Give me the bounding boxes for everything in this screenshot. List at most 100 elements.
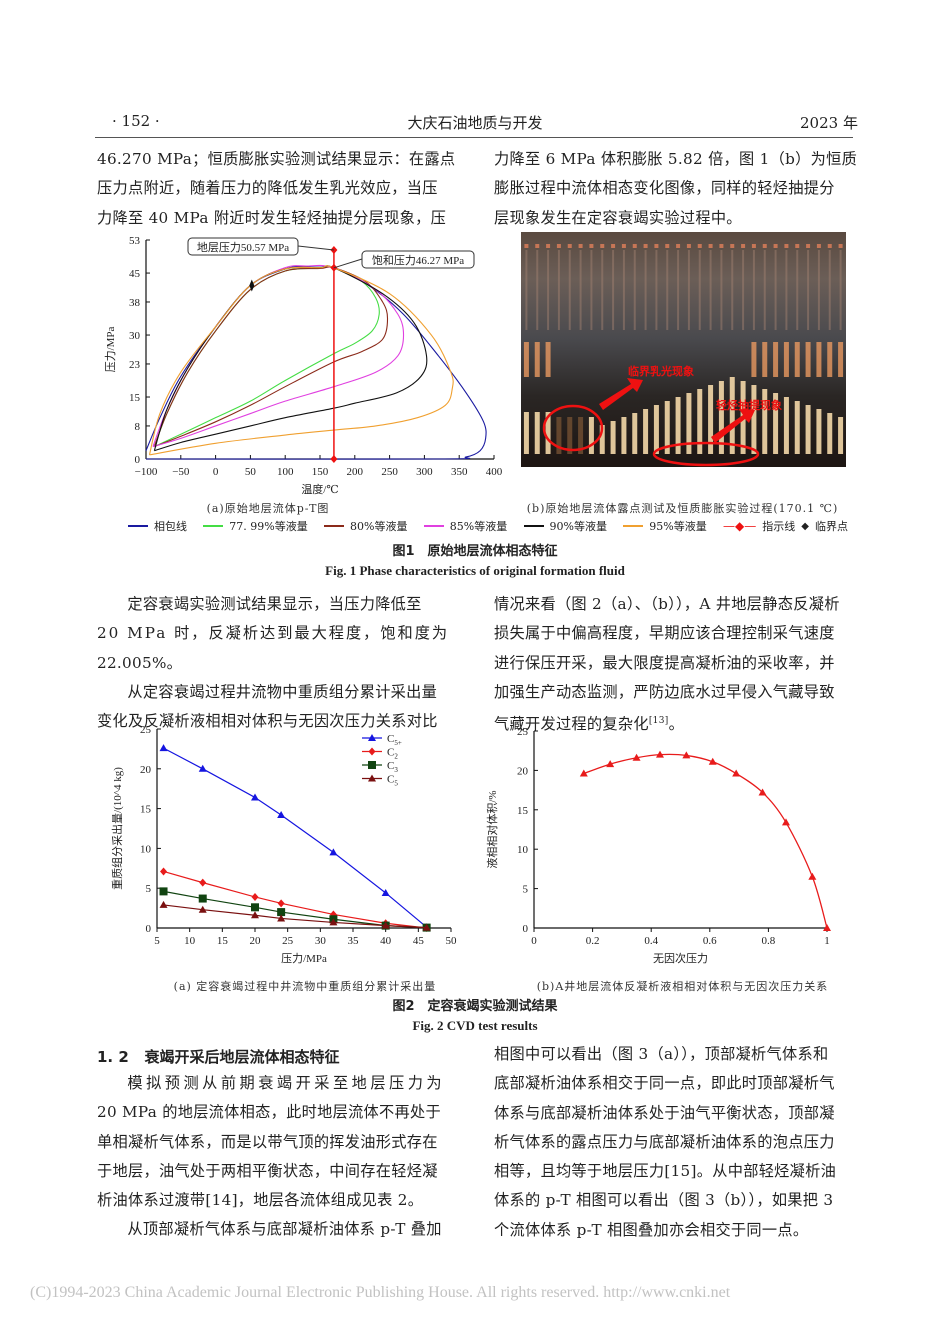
text-line: 底部凝析油体系相交于同一点，即此时顶部凝析气 — [494, 1074, 835, 1093]
svg-text:38: 38 — [129, 297, 141, 309]
svg-text:45: 45 — [129, 268, 141, 280]
svg-text:10: 10 — [140, 843, 152, 855]
text-line: 相等，且均等于地层压力[15]。从中部轻烃凝析油 — [494, 1162, 837, 1181]
svg-text:25: 25 — [517, 726, 529, 738]
svg-text:温度/℃: 温度/℃ — [301, 482, 338, 496]
text-line: 于地层，油气处于两相平衡状态，中间存在轻烃凝 — [97, 1161, 438, 1180]
text-line: 体系与底部凝析油体系处于油气平衡状态，顶部凝 — [494, 1103, 835, 1122]
text-line: 相图中可以看出（图 3（a）），顶部凝析气体系和 — [494, 1045, 829, 1063]
text-line: 进行保压开采，最大限度提高凝析油的采收率，并 — [494, 653, 835, 672]
text-line: 加强生产动态监测，严防边底水过早侵入气藏导致 — [494, 682, 835, 701]
line-swatch-icon — [203, 525, 224, 527]
citation-ref[interactable]: [13] — [648, 716, 669, 727]
text-line: 损失属于中偏高程度，早期应该合理控制采气速度 — [494, 624, 835, 643]
svg-text:20: 20 — [140, 764, 152, 776]
text-line: 从定容衰竭过程井流物中重质组分累计采出量 — [127, 682, 438, 701]
mid-text-right: 情况来看（图 2（a）、（b）），A 井地层静态反凝析 损失属于中偏高程度，早期… — [494, 590, 864, 740]
text-line: 46.270 MPa；恒质膨胀实验测试结果显示：在露点 — [97, 150, 456, 168]
legend-90: 90%等液量 — [523, 518, 607, 534]
svg-text:0: 0 — [146, 923, 152, 935]
fig1b-subcaption: (b)原始地层流体露点测试及恒质膨胀实验过程(170.1 ℃) — [526, 502, 839, 515]
top-text-right: 力降至 6 MPa 体积膨胀 5.82 倍，图 1（b）为恒质 膨胀过程中流体相… — [494, 145, 864, 233]
text-line: 情况来看（图 2（a）、（b）），A 井地层静态反凝析 — [494, 595, 840, 613]
svg-text:0: 0 — [531, 935, 537, 947]
svg-text:5: 5 — [146, 883, 152, 895]
fig1a-subcaption: (a)原始地层流体p-T图 — [206, 502, 330, 515]
fig1-caption-cn: 图1 原始地层流体相态特征 — [392, 544, 558, 559]
svg-text:50: 50 — [446, 935, 458, 947]
svg-text:15: 15 — [217, 935, 229, 947]
svg-text:0: 0 — [135, 454, 141, 466]
svg-text:轻烃抽提现象: 轻烃抽提现象 — [716, 398, 782, 412]
text-line: 20 MPa 的地层流体相态，此时地层流体不再处于 — [97, 1103, 441, 1122]
section-title: 衰竭开采后地层流体相态特征 — [144, 1048, 340, 1066]
line-swatch-icon — [523, 525, 544, 527]
text-line: 从顶部凝析气体系与底部凝析油体系 p-T 叠加 — [127, 1220, 442, 1239]
svg-text:0.2: 0.2 — [586, 935, 600, 947]
year: 2023 年 — [800, 114, 858, 132]
svg-text:饱和压力46.27 MPa: 饱和压力46.27 MPa — [372, 253, 464, 267]
copyright-footer: (C)1994-2023 China Academic Journal Elec… — [30, 1284, 731, 1301]
svg-text:0.8: 0.8 — [762, 935, 776, 947]
text-line: 20 MPa 时，反凝析达到最大程度，饱和度为 — [97, 624, 450, 643]
svg-text:5: 5 — [523, 884, 529, 896]
top-text-left: 46.270 MPa；恒质膨胀实验测试结果显示：在露点 压力点附近，随着压力的降… — [97, 145, 467, 233]
text-line: 个流体体系 p-T 相图叠加亦会相交于同一点。 — [494, 1220, 809, 1239]
svg-text:150: 150 — [312, 466, 329, 478]
text-line: 22.005%。 — [97, 653, 183, 672]
legend-95: 95%等液量 — [623, 518, 707, 534]
svg-text:C3: C3 — [387, 760, 398, 774]
section-number: 1. 2 — [97, 1048, 129, 1066]
bottom-text-right: 相图中可以看出（图 3（a）），顶部凝析气体系和 底部凝析油体系相交于同一点，即… — [494, 1040, 864, 1245]
legend-indicator: —◆— 指示线 ◆ 临界点 — [723, 519, 848, 533]
svg-text:8: 8 — [135, 421, 141, 433]
fig2-caption-en: Fig. 2 CVD test results — [412, 1018, 538, 1033]
svg-text:15: 15 — [517, 805, 529, 817]
text-line: 模拟预测从前期衰竭开采至地层压力为 — [127, 1074, 446, 1092]
text-line: 力降至 40 MPa 附近时发生轻烃抽提分层现象，压 — [97, 208, 447, 227]
legend-85: 85%等液量 — [423, 518, 507, 534]
svg-text:400: 400 — [486, 466, 503, 478]
svg-text:300: 300 — [416, 466, 433, 478]
svg-text:35: 35 — [348, 935, 360, 947]
svg-text:地层压力50.57 MPa: 地层压力50.57 MPa — [197, 241, 289, 254]
svg-text:50: 50 — [245, 466, 257, 478]
text-line: 力降至 6 MPa 体积膨胀 5.82 倍，图 1（b）为恒质 — [494, 150, 858, 168]
fig1-legend: 相包线 77. 99%等液量 80%等液量 85%等液量 90%等液量 95%等… — [128, 518, 848, 534]
svg-text:−50: −50 — [172, 466, 190, 478]
page-number: · 152 · — [112, 112, 160, 130]
line-swatch-icon — [423, 525, 444, 527]
fig1b-photo: 临界乳光现象 轻烃抽提现象 — [521, 232, 846, 467]
svg-text:C5: C5 — [387, 774, 398, 788]
svg-text:30: 30 — [315, 935, 327, 947]
svg-text:250: 250 — [381, 466, 398, 478]
fig2-caption-cn: 图2 定容衰竭实验测试结果 — [392, 999, 558, 1014]
journal-title: 大庆石油地质与开发 — [407, 114, 543, 132]
text-line: 变化及反凝析液相相对体积与无因次压力关系对比 — [97, 712, 438, 731]
text-line: 析气体系的露点压力与底部凝析油体系的泡点压力 — [494, 1132, 835, 1151]
svg-text:20: 20 — [517, 765, 529, 777]
mid-text-left: 定容衰竭实验测试结果显示，当压力降低至 20 MPa 时，反凝析达到最大程度，饱… — [97, 590, 467, 736]
text-line: 析油体系过渡带[14]，地层各流体组成见表 2。 — [97, 1191, 424, 1210]
svg-text:25: 25 — [140, 724, 152, 736]
text-line: 单相凝析气体系，而是以带气顶的挥发油形式存在 — [97, 1132, 438, 1151]
text-line: 定容衰竭实验测试结果显示，当压力降低至 — [127, 595, 422, 613]
svg-text:350: 350 — [451, 466, 468, 478]
svg-text:20: 20 — [250, 935, 262, 947]
svg-text:25: 25 — [282, 935, 294, 947]
svg-text:0: 0 — [213, 466, 219, 478]
fig2a-subcaption: (a) 定容衰竭过程中井流物中重质组分累计采出量 — [173, 980, 437, 993]
line-swatch-icon — [324, 525, 345, 527]
line-swatch-icon — [128, 525, 148, 527]
svg-text:23: 23 — [129, 359, 141, 371]
svg-text:40: 40 — [380, 935, 392, 947]
text-line: 层现象发生在定容衰竭实验过程中。 — [494, 208, 742, 227]
svg-text:15: 15 — [129, 392, 141, 404]
svg-text:压力/MPa: 压力/MPa — [104, 326, 117, 372]
fig2b-subcaption: (b)A井地层流体反凝析液相相对体积与无因次压力关系 — [536, 980, 829, 993]
section-heading: 1. 2 衰竭开采后地层流体相态特征 — [97, 1046, 339, 1067]
svg-text:30: 30 — [129, 330, 141, 342]
svg-text:0.6: 0.6 — [703, 935, 717, 947]
svg-text:15: 15 — [140, 804, 152, 816]
